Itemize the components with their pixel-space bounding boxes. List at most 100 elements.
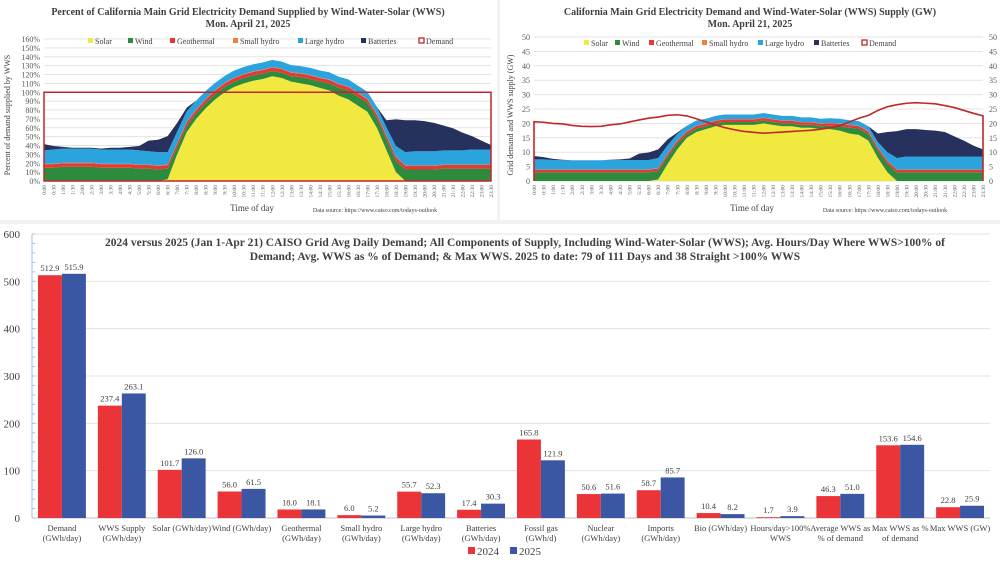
x-tick-label: 18:00 <box>876 185 882 198</box>
bar-2024-fossil-gas-gwh-d <box>516 439 541 518</box>
legend-swatch <box>128 38 133 43</box>
bar-value-label: 10.4 <box>701 501 717 511</box>
bar-value-label: 17.4 <box>462 498 478 508</box>
x-tick-label: 23:30 <box>489 185 495 198</box>
x-tick-label: 9:30 <box>714 185 720 195</box>
category-label: (GWh/day) <box>641 533 680 543</box>
percent-wws-chart: Percent of California Main Grid Electric… <box>3 7 495 214</box>
category-label: Small hydro <box>340 523 382 533</box>
x-tick-label: 20:30 <box>924 185 930 198</box>
area-solar <box>44 76 491 181</box>
y-axis-label: Grid demand and WWS supply (GW) <box>506 54 515 175</box>
y-tick-label: 50 <box>522 33 530 42</box>
y-tick-label: 150% <box>21 44 40 53</box>
x-tick-label: 19:30 <box>413 185 419 198</box>
x-tick-label: 19:00 <box>403 185 409 198</box>
gw-supply-chart-panel: California Main Grid Electricity Demand … <box>500 0 1000 220</box>
category-label: Imports <box>647 523 673 533</box>
area-wind <box>534 120 983 181</box>
bar-value-label: 8.2 <box>727 502 738 512</box>
y-tick-label: 45 <box>522 47 530 56</box>
x-tick-label: 6:30 <box>166 185 172 195</box>
legend-label: 2024 <box>477 546 500 558</box>
y-tick-label: 130% <box>21 62 40 71</box>
x-tick-label: 11:00 <box>251 185 257 198</box>
bar-value-label: 51.6 <box>605 482 620 492</box>
x-tick-label: 18:00 <box>384 185 390 198</box>
x-axis-label: Time of day <box>230 203 274 213</box>
legend-label: Demand <box>426 37 453 46</box>
percent-wws-chart-panel: Percent of California Main Grid Electric… <box>0 0 497 220</box>
bar-value-label: 263.1 <box>124 381 143 391</box>
y-tick-label-right: 20 <box>989 119 997 128</box>
legend-swatch <box>861 39 868 46</box>
area-solar <box>534 123 983 181</box>
y-tick-label: 15 <box>522 134 530 143</box>
chart-subtitle: Mon. April 21, 2025 <box>206 19 291 30</box>
x-tick-label: 10:30 <box>733 185 739 198</box>
legend-label: Batteries <box>821 39 849 48</box>
y-tick-label-right: 5 <box>989 163 993 172</box>
y-tick-label: 200 <box>4 418 21 430</box>
x-tick-label: 0:30 <box>52 185 58 195</box>
bar-value-label: 50.6 <box>581 482 596 492</box>
x-tick-label: 21:00 <box>441 185 447 198</box>
bar-value-label: 46.3 <box>821 484 836 494</box>
x-tick-label: 20:00 <box>914 185 920 198</box>
demand-line <box>533 101 984 181</box>
x-tick-label: 21:30 <box>451 185 457 198</box>
area-batteries <box>44 59 491 153</box>
x-tick-label: 17:30 <box>866 185 872 198</box>
category-label: WWS <box>770 533 791 543</box>
x-tick-label: 7:30 <box>675 185 681 195</box>
category-label: (GWh/day) <box>402 533 441 543</box>
y-tick-label: 100% <box>21 88 40 97</box>
x-tick-label: 4:30 <box>618 185 624 195</box>
category-label: WWS Supply <box>98 523 146 533</box>
x-tick-label: 4:00 <box>608 185 614 195</box>
x-tick-label: 20:30 <box>432 185 438 198</box>
bar-value-label: 3.9 <box>787 504 798 514</box>
x-tick-label: 14:00 <box>799 185 805 198</box>
bar-2025-wws-supply-gwh-day <box>121 393 146 518</box>
category-label: (GWh/day) <box>342 533 381 543</box>
bar-value-label: 512.9 <box>40 263 59 273</box>
x-tick-label: 17:00 <box>365 185 371 198</box>
y-tick-label: 0% <box>29 177 40 186</box>
y-tick-label-right: 45 <box>989 47 997 56</box>
legend-item-2025: 2025 <box>510 546 542 558</box>
legend-label: Large hydro <box>305 37 344 46</box>
x-tick-label: 21:30 <box>943 185 949 198</box>
x-tick-label: 0:00 <box>532 185 538 195</box>
legend-label: 2025 <box>519 546 542 558</box>
legend-swatch <box>468 547 475 554</box>
annual-comparison-chart-panel: 2024 versus 2025 (Jan 1-Apr 21) CAISO Gr… <box>0 224 1000 564</box>
y-tick-label-right: 30 <box>989 91 997 100</box>
category-label: Nuclear <box>587 523 614 533</box>
y-tick-label: 5 <box>526 163 530 172</box>
x-tick-label: 15:00 <box>819 185 825 198</box>
legend-label: Batteries <box>368 37 396 46</box>
bar-value-label: 153.6 <box>879 433 898 443</box>
legend-item-large-hydro: Large hydro <box>758 39 804 48</box>
x-tick-label: 16:30 <box>847 185 853 198</box>
x-tick-label: 5:30 <box>147 185 153 195</box>
x-tick-label: 8:00 <box>685 185 691 195</box>
y-tick-label-right: 50 <box>989 33 997 42</box>
x-tick-label: 12:00 <box>270 185 276 198</box>
legend-swatch <box>418 37 425 44</box>
x-tick-label: 3:00 <box>589 185 595 195</box>
y-tick-label: 20% <box>25 159 40 168</box>
x-tick-label: 16:00 <box>346 185 352 198</box>
y-tick-label: 120% <box>21 71 40 80</box>
x-tick-label: 13:30 <box>790 185 796 198</box>
legend-item-large-hydro: Large hydro <box>298 37 344 46</box>
bar-value-label: 52.3 <box>426 481 441 491</box>
bar-value-label: 22.8 <box>941 495 956 505</box>
category-label: (GWh/day) <box>581 533 620 543</box>
bar-value-label: 58.7 <box>641 478 656 488</box>
bar-2024-small-hydro-gwh-day <box>337 515 362 518</box>
bar-value-label: 121.9 <box>543 448 562 458</box>
y-tick-label: 25 <box>522 105 530 114</box>
bar-2024-large-hydro-gwh-day <box>397 491 422 518</box>
